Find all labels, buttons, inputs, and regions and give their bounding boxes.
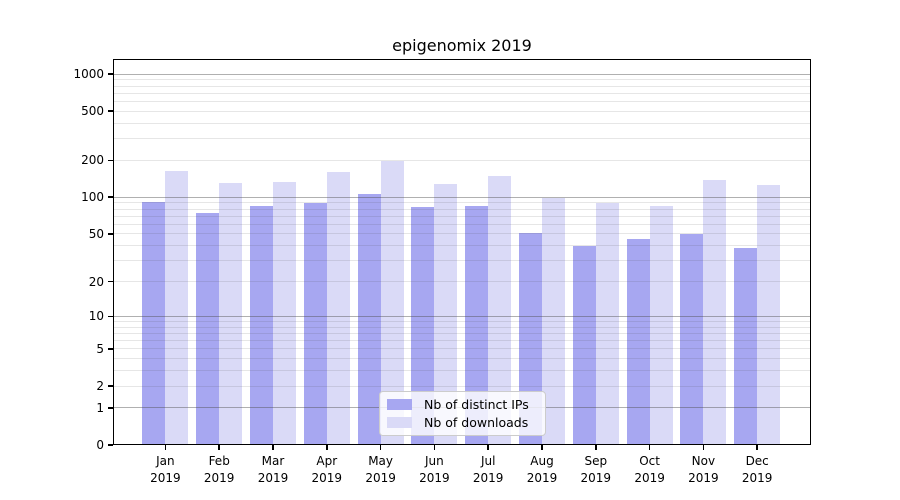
x-tick-jan [164,445,167,450]
y-tick-label-0: 0 [96,438,104,452]
x-tick-label-sep: Sep 2019 [564,453,628,487]
x-tick-year-aug: 2019 [526,471,558,485]
x-tick-label-dec: Dec 2019 [725,453,789,487]
x-tick-jun [433,445,436,450]
y-tick-label-200: 200 [81,153,104,168]
y-tick-label-1: 1 [96,400,104,415]
x-tick-label-mar: Mar 2019 [241,453,305,487]
x-tick-label-jan: Jan 2019 [133,453,197,487]
x-tick-label-aug: Aug 2019 [510,453,574,487]
x-tick-label-may: May 2019 [349,453,413,487]
x-tick-month-sep: Sep [584,454,608,468]
y-tick-label-2: 2 [96,379,104,393]
chart-title: epigenomix 2019 [392,36,532,55]
x-tick-month-nov: Nov [691,454,716,468]
x-tick-may [379,445,382,450]
x-tick-year-oct: 2019 [634,471,665,485]
x-tick-label-jul: Jul 2019 [456,453,520,487]
x-tick-apr [326,445,328,450]
plot-border [113,59,811,445]
x-tick-nov [702,445,705,450]
x-tick-year-jan: 2019 [150,471,181,485]
x-tick-oct [648,445,651,450]
x-tick-month-oct: Oct [639,454,660,468]
x-tick-year-nov: 2019 [688,471,719,485]
x-tick-month-apr: Apr [316,454,338,468]
x-tick-month-aug: Aug [530,454,554,468]
x-tick-dec [756,445,758,450]
legend-item-downloads: Nb of downloads [387,415,538,430]
x-tick-year-jul: 2019 [472,471,504,485]
legend-label-downloads: Nb of downloads [424,415,529,430]
x-tick-month-feb: Feb [208,454,230,468]
x-tick-month-jun: Jun [425,454,444,468]
y-tick-label-10: 10 [88,309,104,324]
x-tick-month-mar: Mar [261,454,285,468]
x-tick-year-apr: 2019 [311,471,343,485]
x-tick-mar [272,445,274,450]
x-tick-year-mar: 2019 [257,471,289,485]
x-tick-label-oct: Oct 2019 [618,453,682,487]
x-tick-sep [595,445,597,450]
y-tick-label-500: 500 [81,104,104,119]
x-tick-year-sep: 2019 [580,471,612,485]
legend-swatch-downloads [387,417,412,428]
x-tick-label-feb: Feb 2019 [187,453,251,487]
x-tick-year-dec: 2019 [741,471,773,485]
x-tick-year-feb: 2019 [203,471,235,485]
legend-label-distinct-ips: Nb of distinct IPs [424,397,529,412]
y-tick-label-50: 50 [88,226,104,241]
y-tick-label-5: 5 [96,341,104,356]
y-tick-label-100: 100 [81,190,104,205]
x-tick-label-apr: Apr 2019 [295,453,359,487]
x-tick-month-jul: Jul [480,454,496,468]
x-tick-label-jun: Jun 2019 [402,453,466,487]
x-tick-jul [487,445,489,450]
x-tick-month-jan: Jan [156,454,175,468]
legend-item-distinct-ips: Nb of distinct IPs [387,397,538,412]
x-tick-feb [218,445,220,450]
y-tick-label-1000: 1000 [73,67,104,82]
y-tick-label-20: 20 [88,274,104,289]
legend-swatch-distinct-ips [387,399,412,410]
x-tick-aug [541,445,543,450]
x-tick-label-nov: Nov 2019 [671,453,735,487]
x-tick-month-dec: Dec [745,454,769,468]
legend: Nb of distinct IPs Nb of downloads [379,391,546,436]
x-tick-month-may: May [368,454,393,468]
x-tick-year-may: 2019 [365,471,396,485]
x-tick-year-jun: 2019 [419,471,450,485]
